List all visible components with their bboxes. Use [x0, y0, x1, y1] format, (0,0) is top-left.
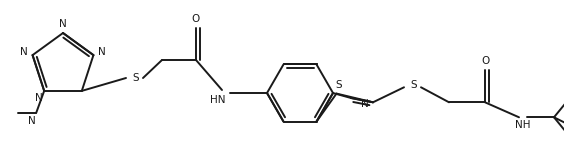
Text: HN: HN: [210, 95, 226, 105]
Text: S: S: [335, 80, 342, 90]
Text: N: N: [361, 99, 369, 109]
Text: N: N: [98, 47, 106, 57]
Text: S: S: [133, 73, 139, 83]
Text: N: N: [35, 93, 43, 103]
Text: O: O: [481, 56, 489, 66]
Text: N: N: [28, 116, 36, 126]
Text: N: N: [20, 47, 28, 57]
Text: O: O: [192, 14, 200, 24]
Text: N: N: [59, 19, 67, 29]
Text: NH: NH: [515, 120, 531, 130]
Text: S: S: [411, 80, 417, 90]
